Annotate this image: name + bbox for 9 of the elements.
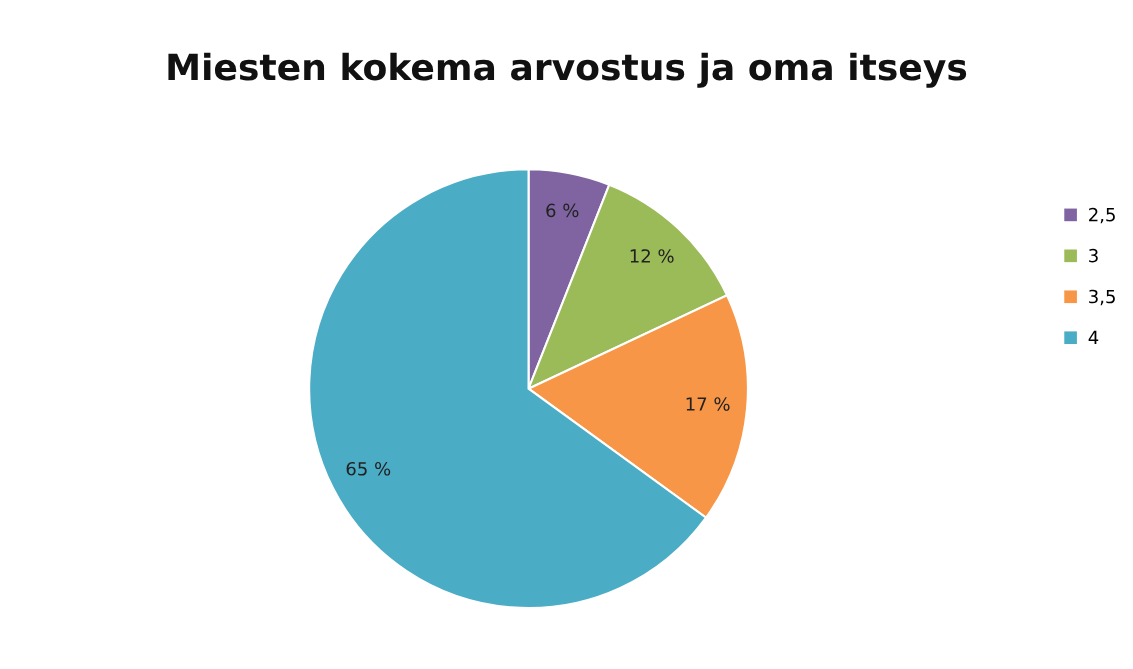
legend-label: 4 xyxy=(1088,330,1099,345)
legend-label: 3,5 xyxy=(1089,289,1115,306)
data-label: 65 % xyxy=(346,461,391,476)
data-label: 17 % xyxy=(686,397,730,411)
data-label: 6 % xyxy=(546,203,579,218)
data-label: 12 % xyxy=(630,249,674,263)
legend-label: 3 xyxy=(1089,248,1098,263)
chart-title: Miesten kokema arvostus ja oma itseys xyxy=(168,52,967,88)
legend-label: 2,5 xyxy=(1089,207,1115,224)
